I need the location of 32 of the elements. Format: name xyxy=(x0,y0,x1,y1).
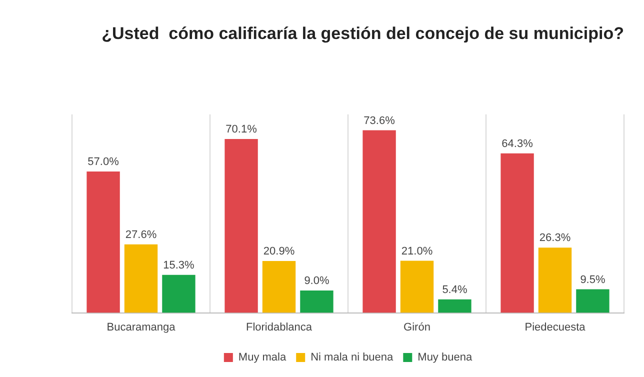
data-label: 9.0% xyxy=(304,275,330,288)
x-tick-label: Floridablanca xyxy=(246,321,313,334)
bar xyxy=(86,171,120,313)
legend-label: Muy mala xyxy=(238,352,287,364)
x-tick-label: Girón xyxy=(404,321,430,334)
bar xyxy=(262,260,296,313)
data-label: 20.9% xyxy=(263,246,295,258)
bar xyxy=(124,244,158,313)
bar xyxy=(576,289,610,313)
bar xyxy=(362,130,396,313)
bar xyxy=(500,153,534,313)
data-label: 27.6% xyxy=(125,228,157,241)
x-tick-label: Piedecuesta xyxy=(524,321,586,334)
data-label: 9.5% xyxy=(580,274,606,286)
data-label: 64.3% xyxy=(502,138,534,150)
bar xyxy=(224,138,258,313)
data-label: 57.0% xyxy=(88,156,120,168)
data-label: 26.3% xyxy=(539,232,571,244)
bar xyxy=(438,299,472,313)
data-label: 21.0% xyxy=(401,245,433,258)
data-label: 15.3% xyxy=(163,259,195,272)
bar xyxy=(538,248,572,313)
data-label: 73.6% xyxy=(364,114,396,127)
legend-label: Ni mala ni buena xyxy=(310,352,394,364)
bar xyxy=(300,290,334,313)
bar xyxy=(162,274,196,313)
bar xyxy=(400,260,434,313)
x-tick-label: Bucaramanga xyxy=(106,321,176,334)
data-label: 5.4% xyxy=(442,284,468,296)
chart-title: ¿Usted cómo calificaría la gestión del concejo de su municipio? xyxy=(102,24,624,43)
data-label: 70.1% xyxy=(226,123,258,136)
legend-label: Muy buena xyxy=(418,352,473,364)
